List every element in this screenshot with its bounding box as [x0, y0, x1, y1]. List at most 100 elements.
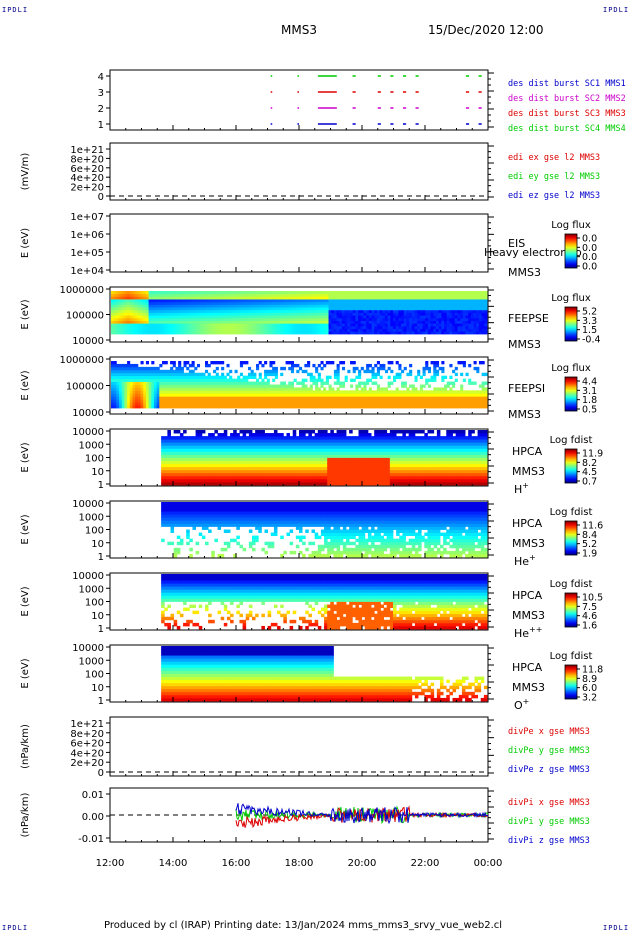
heatmap-cell [320, 366, 324, 371]
heatmap-cell [355, 299, 359, 303]
heatmap-cell [162, 381, 166, 385]
heatmap-cell [285, 312, 289, 316]
heatmap-cell [229, 396, 233, 400]
heatmap-cell [366, 366, 370, 371]
heatmap-cell [360, 323, 364, 327]
heatmap-cell [210, 299, 214, 303]
y-tick-label: 100000 [66, 382, 104, 393]
heatmap-cell [132, 331, 136, 335]
heatmap-cell [210, 325, 214, 330]
heatmap-cell [210, 381, 214, 385]
heatmap-cell [465, 331, 469, 335]
heatmap-cell [363, 399, 367, 403]
heatmap-cell [245, 320, 249, 324]
heatmap-cell [183, 430, 187, 434]
heatmap-cell [315, 393, 319, 397]
heatmap-cell [282, 291, 286, 295]
heatmap-cell [336, 304, 340, 308]
heatmap-cell [194, 387, 198, 391]
heatmap-cell [226, 387, 230, 391]
heatmap-cell [213, 378, 217, 382]
heatmap-cell [292, 451, 297, 455]
heatmap-cell [180, 375, 184, 380]
heatmap-cell [148, 375, 152, 380]
heatmap-cell [478, 384, 483, 388]
heatmap-cell [116, 317, 120, 321]
heatmap-cell [390, 390, 394, 394]
heatmap-cell [116, 399, 120, 403]
heatmap-cell [286, 481, 290, 486]
heatmap-cell [245, 307, 249, 311]
heatmap-cell [196, 328, 201, 332]
heatmap-cell [484, 304, 488, 308]
heatmap-cell [164, 442, 168, 446]
heatmap-cell [145, 405, 149, 409]
heatmap-cell [218, 393, 222, 397]
heatmap-cell [170, 291, 174, 295]
heatmap-cell [473, 315, 477, 319]
heatmap-cell [230, 451, 234, 455]
heatmap-cell [258, 307, 262, 311]
heatmap-cell [422, 390, 426, 394]
heatmap-cell [295, 469, 300, 474]
heatmap-cell [233, 481, 237, 486]
heatmap-cell [476, 323, 480, 327]
heatmap-cell [218, 384, 222, 388]
heatmap-cell [175, 393, 179, 397]
heatmap-cell [247, 301, 252, 305]
heatmap-cell [214, 448, 218, 452]
heatmap-cell [183, 448, 187, 452]
heatmap-cell [180, 309, 184, 313]
heatmap-cell [363, 304, 367, 308]
heatmap-cell [192, 481, 196, 486]
heatmap-cell [333, 390, 337, 394]
heatmap-cell [315, 312, 319, 316]
heatmap-cell [274, 393, 278, 397]
heatmap-cell [371, 402, 375, 406]
heatmap-cell [411, 320, 415, 324]
heatmap-cell [264, 433, 269, 437]
heatmap-cell [113, 315, 117, 319]
heatmap-cell [237, 375, 241, 380]
heatmap-cell [350, 378, 354, 382]
heatmap-cell [441, 402, 445, 406]
heatmap-cell [176, 439, 181, 443]
heatmap-cell [269, 320, 273, 324]
heatmap-cell [317, 293, 321, 297]
heatmap-cell [307, 331, 311, 335]
heatmap-cell [242, 469, 247, 474]
heatmap-cell [215, 402, 219, 406]
heatmap-cell [229, 312, 233, 316]
heatmap-cell [253, 387, 257, 391]
heatmap-cell [220, 451, 225, 455]
heatmap-cell [449, 393, 453, 397]
heatmap-cell [113, 309, 117, 313]
heatmap-cell [311, 457, 316, 461]
heatmap-cell [186, 472, 190, 477]
heatmap-cell [341, 381, 346, 385]
heatmap-cell [242, 466, 247, 471]
heatmap-cell [250, 320, 254, 324]
heatmap-cell [387, 320, 391, 324]
heatmap-cell [435, 363, 440, 368]
heatmap-cell [347, 405, 351, 409]
heatmap-cell [188, 396, 192, 400]
heatmap-cell [199, 375, 203, 380]
heatmap-cell [305, 439, 309, 443]
heatmap-cell [256, 304, 260, 308]
heatmap-cell [178, 369, 182, 374]
heatmap-cell [189, 472, 193, 477]
heatmap-cell [280, 317, 284, 321]
heatmap-cell [239, 291, 243, 295]
heatmap-cell [433, 312, 437, 316]
heatmap-cell [242, 296, 246, 300]
heatmap-cell [355, 293, 359, 297]
heatmap-cell [151, 296, 155, 300]
heatmap-cell [355, 366, 359, 371]
heatmap-cell [317, 307, 321, 311]
heatmap-cell [242, 304, 246, 308]
heatmap-cell [267, 460, 272, 465]
heatmap-cell [221, 361, 225, 365]
heatmap-cell [460, 396, 464, 400]
heatmap-cell [320, 301, 324, 305]
